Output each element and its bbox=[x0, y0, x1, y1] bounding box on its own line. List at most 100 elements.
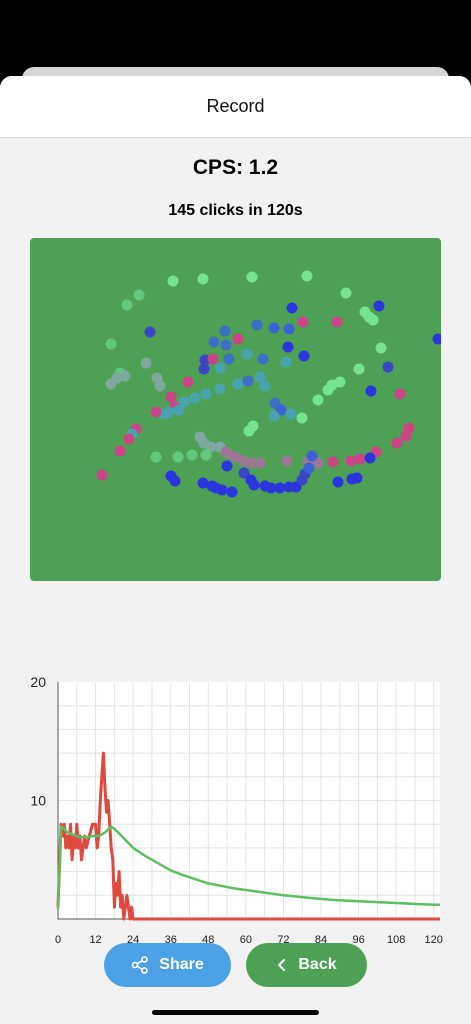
series-line-avg bbox=[56, 825, 440, 910]
page-title: Record bbox=[206, 96, 265, 116]
click-dot bbox=[285, 408, 297, 420]
click-dot bbox=[354, 453, 366, 465]
click-dot bbox=[331, 316, 343, 328]
share-button[interactable]: Share bbox=[104, 943, 231, 987]
click-dot bbox=[172, 451, 184, 463]
click-dot bbox=[382, 361, 394, 373]
click-dot bbox=[247, 420, 259, 432]
click-dot bbox=[242, 375, 254, 387]
click-dot bbox=[246, 271, 258, 283]
click-dot bbox=[340, 287, 352, 299]
click-dot bbox=[373, 300, 385, 312]
click-dot bbox=[199, 354, 211, 366]
click-dot bbox=[182, 376, 194, 388]
click-dot bbox=[246, 457, 258, 469]
click-dot bbox=[391, 437, 403, 449]
click-dot bbox=[197, 477, 209, 489]
click-dot bbox=[208, 336, 220, 348]
click-dot bbox=[232, 333, 244, 345]
navigation-bar: Record bbox=[0, 76, 471, 138]
click-dot bbox=[167, 275, 179, 287]
click-dot bbox=[189, 392, 201, 404]
click-dot bbox=[197, 273, 209, 285]
click-dot bbox=[123, 433, 135, 445]
click-dot bbox=[257, 353, 269, 365]
click-dot bbox=[274, 482, 286, 494]
click-dot bbox=[119, 370, 131, 382]
click-dot bbox=[280, 356, 292, 368]
click-dot bbox=[186, 449, 198, 461]
series-line-realtime bbox=[56, 751, 440, 921]
click-dot bbox=[251, 319, 263, 331]
click-position-field bbox=[30, 238, 441, 581]
chart-lines bbox=[56, 751, 440, 921]
click-dot bbox=[226, 486, 238, 498]
click-dot bbox=[214, 362, 226, 374]
click-dot bbox=[322, 384, 334, 396]
click-dot bbox=[241, 348, 253, 360]
click-dot bbox=[254, 371, 266, 383]
click-dot bbox=[221, 460, 233, 472]
click-dot bbox=[173, 404, 185, 416]
click-dot bbox=[345, 455, 357, 467]
click-dot bbox=[114, 445, 126, 457]
click-dot bbox=[296, 412, 308, 424]
click-summary: 145 clicks in 120s bbox=[168, 202, 303, 219]
click-dot bbox=[207, 353, 219, 365]
click-dot bbox=[216, 484, 228, 496]
chart-grid bbox=[58, 682, 440, 919]
click-dot bbox=[259, 380, 271, 392]
cps-value: CPS: 1.2 bbox=[192, 156, 279, 179]
click-dot bbox=[394, 388, 406, 400]
click-dot bbox=[248, 479, 260, 491]
click-dot bbox=[214, 383, 226, 395]
click-dot bbox=[232, 378, 244, 390]
click-dot bbox=[297, 316, 309, 328]
click-dot bbox=[144, 326, 156, 338]
click-dot bbox=[306, 450, 318, 462]
click-dot bbox=[432, 333, 441, 345]
click-dot bbox=[281, 455, 293, 467]
click-dot bbox=[205, 441, 217, 453]
record-sheet: Record CPS: 1.2 145 clicks in 120s 0 12 24… bbox=[0, 76, 471, 1024]
click-dot bbox=[140, 357, 152, 369]
click-dot bbox=[200, 388, 212, 400]
click-dot bbox=[283, 323, 295, 335]
click-dot bbox=[286, 302, 298, 314]
y-tick-label: 20 bbox=[30, 674, 46, 690]
click-dot bbox=[327, 456, 339, 468]
click-dot bbox=[365, 385, 377, 397]
click-dot bbox=[150, 406, 162, 418]
click-dot bbox=[282, 341, 294, 353]
click-dot bbox=[265, 482, 277, 494]
share-icon bbox=[131, 956, 149, 974]
click-dot bbox=[375, 342, 387, 354]
click-dot bbox=[178, 396, 190, 408]
back-button[interactable]: Back bbox=[246, 943, 367, 987]
click-dot bbox=[367, 314, 379, 326]
click-dot bbox=[165, 391, 177, 403]
x-tick-label: 120 bbox=[425, 934, 443, 946]
click-dot bbox=[332, 476, 344, 488]
click-dot bbox=[219, 325, 231, 337]
x-tick-label: 0 bbox=[55, 934, 61, 946]
y-tick-label: 10 bbox=[30, 793, 46, 809]
back-button-label: Back bbox=[298, 956, 337, 973]
home-indicator bbox=[152, 1010, 319, 1015]
click-dots bbox=[96, 270, 441, 498]
click-dot bbox=[96, 469, 108, 481]
click-dot bbox=[200, 449, 212, 461]
chevron-left-icon bbox=[276, 958, 288, 972]
click-dot bbox=[268, 322, 280, 334]
click-dot bbox=[254, 457, 266, 469]
click-dot bbox=[154, 380, 166, 392]
click-dot bbox=[121, 299, 133, 311]
click-dot bbox=[198, 363, 210, 375]
click-dot bbox=[169, 475, 181, 487]
click-dot bbox=[400, 430, 412, 442]
click-dot bbox=[105, 338, 117, 350]
click-dot bbox=[105, 378, 117, 390]
click-dot bbox=[298, 350, 310, 362]
